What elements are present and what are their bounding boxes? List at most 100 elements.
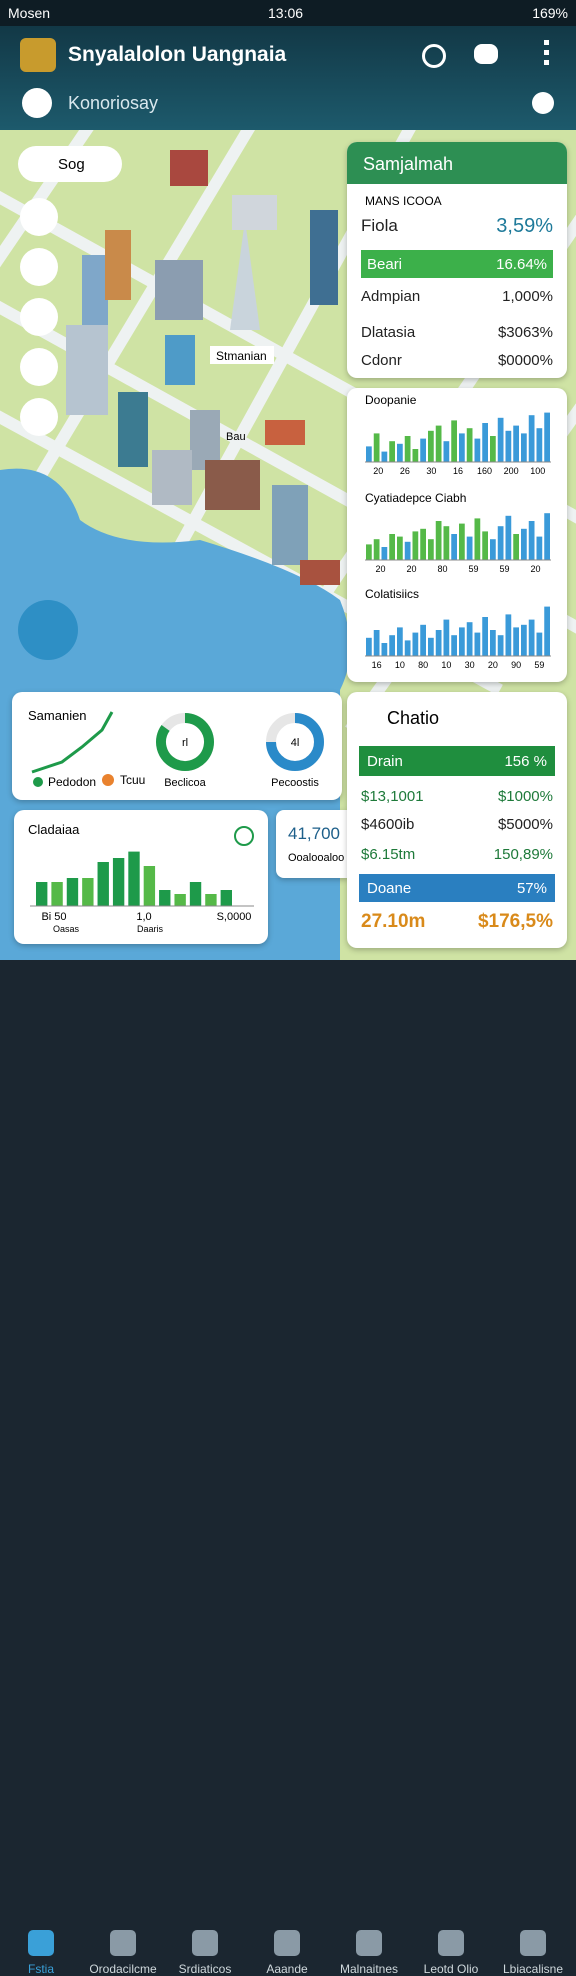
nav-icon <box>438 1930 464 1956</box>
nav-item[interactable]: Leotd Olio <box>410 1926 492 1976</box>
bar <box>366 544 372 560</box>
x-label: 10 <box>395 660 405 670</box>
legend-label: Pedodon <box>48 775 96 789</box>
x-label: 80 <box>437 564 447 574</box>
stats-title-bar[interactable]: Samjalmah <box>347 142 567 184</box>
bar <box>36 882 48 906</box>
bar <box>497 635 504 656</box>
compass[interactable] <box>18 600 78 660</box>
bar-card-graphics: Cladaiaa Bi 50 1,0 S,0000 Oasas Daaris <box>28 822 254 934</box>
value: $1000% <box>497 787 553 805</box>
bar <box>397 627 403 656</box>
rect-shape <box>170 150 208 186</box>
bar <box>536 428 543 462</box>
bar <box>420 438 426 462</box>
x-label: 20 <box>488 660 498 670</box>
bar <box>459 523 465 560</box>
menu-icon[interactable] <box>20 348 58 386</box>
charts-panel: Doopanie 20 26 30 16 160 200 100 Cyatiadepce Cia… <box>347 388 567 682</box>
trend-line <box>31 711 114 774</box>
bar <box>174 894 186 906</box>
bar <box>420 624 426 656</box>
bar-card: Cladaiaa Bi 50 1,0 S,0000 Oasas Daaris <box>14 810 268 944</box>
bar <box>189 882 202 906</box>
x-sublabel: Daaris <box>137 924 164 934</box>
donut-label: Beclicoa <box>164 777 206 789</box>
value: $176,5% <box>477 911 553 932</box>
bar <box>490 539 496 560</box>
nav-item[interactable]: Orodacilcme <box>82 1926 164 1976</box>
bar <box>459 433 465 462</box>
profile-button[interactable] <box>22 88 52 118</box>
value: 1,000% <box>502 287 553 305</box>
bar <box>366 637 372 656</box>
header: Snyalalolon Uangnaia Konoriosay <box>0 26 576 130</box>
menu-icon[interactable] <box>20 398 58 436</box>
nav-item[interactable]: Aaande <box>246 1926 328 1976</box>
x-label: 20 <box>406 564 416 574</box>
nav-item[interactable]: Lbiacalisne <box>492 1926 574 1976</box>
stats-heading: MANS ICOOA <box>365 194 442 208</box>
x-label: 26 <box>400 466 410 476</box>
bar <box>404 640 411 656</box>
stats-row: Beari 16.64% <box>361 250 553 278</box>
settings-button[interactable] <box>532 92 554 114</box>
ratio-row: $13,1001 $1000% <box>361 784 553 808</box>
x-label: 59 <box>499 564 509 574</box>
x-label: 10 <box>441 660 451 670</box>
bar <box>451 534 457 560</box>
bar <box>528 415 535 462</box>
rect-shape <box>105 230 131 300</box>
menu-pill[interactable]: Sog <box>18 146 122 182</box>
rect-shape <box>165 335 195 385</box>
x-label: 16 <box>372 660 382 670</box>
alerts-button[interactable] <box>474 44 498 64</box>
bar <box>381 451 388 462</box>
nav-item[interactable]: Malnaitnes <box>328 1926 410 1976</box>
x-label: 1,0 <box>136 911 151 923</box>
nav-item[interactable]: Srdiaticos <box>164 1926 246 1976</box>
rect-shape <box>205 460 260 510</box>
bar <box>428 539 434 560</box>
nav-item[interactable]: Fstia <box>0 1926 82 1976</box>
chart-title: Colatisiics <box>365 587 419 601</box>
menu-button[interactable] <box>544 40 549 66</box>
rect-shape <box>272 485 308 565</box>
card-icon[interactable] <box>234 826 254 846</box>
value: 16.64% <box>496 255 547 273</box>
ratio-row: $4600ib $5000% <box>361 812 553 836</box>
label: Doane <box>367 879 412 897</box>
rect-shape <box>155 260 203 320</box>
buildings <box>66 150 340 585</box>
bar <box>497 417 504 462</box>
nav-label: Srdiaticos <box>178 1962 232 1976</box>
bar <box>373 433 380 462</box>
menu-icon[interactable] <box>20 298 58 336</box>
side-card: 41,700 Ooalooaloo <box>276 810 348 878</box>
bar <box>443 441 450 462</box>
donut-label: Pecoostis <box>271 777 319 789</box>
polygon-shape <box>230 220 260 330</box>
bar <box>381 643 388 656</box>
bar <box>466 536 473 560</box>
status-left: Mosen <box>8 5 51 21</box>
legend-label: Tcuu <box>120 773 145 787</box>
donut-arc <box>266 713 324 771</box>
search-button[interactable] <box>422 44 446 68</box>
card-title: Samanien <box>28 708 87 723</box>
bar <box>143 866 156 906</box>
label: Drain <box>367 752 403 770</box>
summary-card: Samanien Pedodon Tcuu rl Beclicoa 4l Pecoos… <box>12 692 342 800</box>
stats-row: Dlatasia $3063% <box>361 320 553 344</box>
menu-icon[interactable] <box>20 248 58 286</box>
bar <box>513 534 519 560</box>
stats-row: Admpian 1,000% <box>361 284 553 308</box>
bar <box>466 622 473 656</box>
menu-icon[interactable] <box>20 198 58 236</box>
bar <box>435 630 442 656</box>
label: $4600ib <box>361 815 415 833</box>
ratio-panel: Chatio Drain 156 % $13,1001 $1000% $4600ib… <box>347 692 567 948</box>
bar <box>513 627 519 656</box>
rect-shape <box>232 195 277 230</box>
